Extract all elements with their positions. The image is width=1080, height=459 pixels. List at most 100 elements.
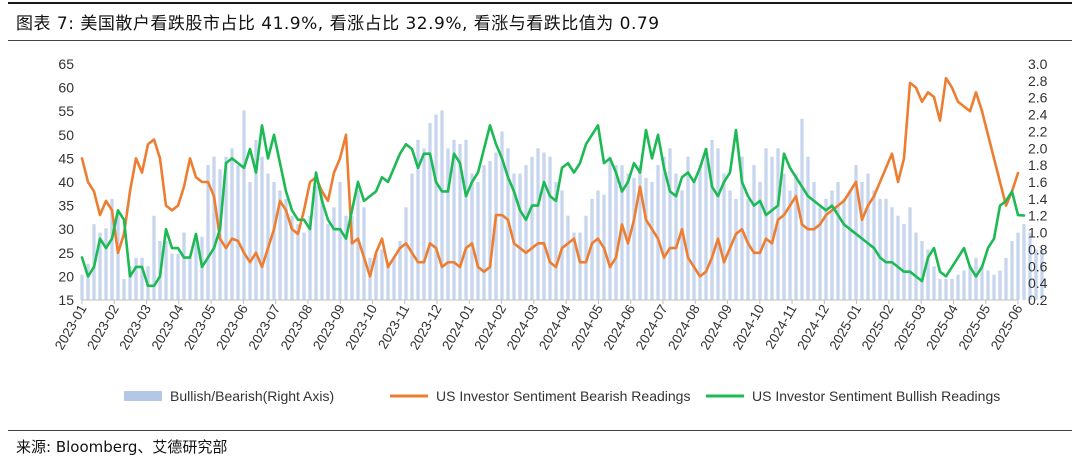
- ratio-bar: [734, 198, 738, 300]
- left-tick-label: 25: [58, 245, 74, 261]
- ratio-bar: [1028, 232, 1032, 300]
- right-tick-label: 0.4: [1028, 275, 1048, 291]
- ratio-bar: [986, 270, 990, 300]
- ratio-bar: [1040, 250, 1044, 300]
- ratio-bar: [386, 262, 390, 300]
- ratio-bar: [320, 190, 324, 300]
- right-tick-label: 1.4: [1028, 191, 1048, 207]
- footer: 来源: Bloomberg、艾德研究部: [0, 420, 1080, 459]
- ratio-bar: [542, 152, 546, 300]
- ratio-bar: [104, 228, 108, 300]
- ratio-bar: [644, 177, 648, 300]
- ratio-bar: [188, 257, 192, 300]
- ratio-bar: [440, 110, 444, 300]
- ratio-bar: [968, 266, 972, 300]
- ratio-bar: [626, 173, 630, 300]
- ratio-bar: [284, 198, 288, 300]
- ratio-bar: [842, 198, 846, 300]
- ratio-bar: [698, 165, 702, 300]
- right-tick-label: 1.8: [1028, 157, 1048, 173]
- sentiment-lines: [80, 76, 1026, 288]
- ratio-bar: [752, 165, 756, 300]
- bearish-line: [80, 76, 1020, 278]
- ratio-bar: [650, 182, 654, 300]
- ratio-bar: [80, 274, 84, 300]
- ratio-bar: [398, 241, 402, 300]
- ratio-bar: [710, 139, 714, 300]
- ratio-bar: [464, 139, 468, 300]
- legend: Bullish/Bearish(Right Axis) US Investor S…: [124, 388, 1000, 404]
- ratio-bar: [572, 232, 576, 300]
- ratio-bar: [878, 198, 882, 300]
- legend-label-bullish: US Investor Sentiment Bullish Readings: [752, 388, 1000, 404]
- ratio-bar: [590, 198, 594, 300]
- ratio-bar: [962, 270, 966, 300]
- ratio-bar: [224, 156, 228, 300]
- ratio-bar: [938, 278, 942, 300]
- legend-swatch-ratio: [124, 391, 162, 401]
- ratio-bar: [632, 177, 636, 300]
- ratio-bar: [368, 257, 372, 300]
- ratio-bar: [932, 266, 936, 300]
- ratio-bar: [254, 139, 258, 300]
- ratio-bar: [686, 156, 690, 300]
- left-tick-label: 30: [58, 221, 74, 237]
- right-tick-label: 2.8: [1028, 73, 1048, 89]
- left-tick-label: 35: [58, 198, 74, 214]
- ratio-bar: [446, 148, 450, 300]
- right-tick-label: 2.2: [1028, 123, 1048, 139]
- ratio-bar: [248, 182, 252, 300]
- ratio-bar: [608, 156, 612, 300]
- left-tick-label: 65: [58, 56, 74, 72]
- left-tick-label: 15: [58, 292, 74, 308]
- left-tick-label: 40: [58, 174, 74, 190]
- ratio-bar: [578, 232, 582, 300]
- ratio-bar: [890, 207, 894, 300]
- left-tick-label: 50: [58, 127, 74, 143]
- ratio-bar: [764, 148, 768, 300]
- ratio-bar: [338, 182, 342, 300]
- ratio-bar: [980, 266, 984, 300]
- ratio-bar: [596, 190, 600, 300]
- ratio-bar: [332, 207, 336, 300]
- ratio-bar: [536, 148, 540, 300]
- ratio-bar: [584, 215, 588, 300]
- ratio-bar: [926, 249, 930, 300]
- ratio-bar: [98, 232, 102, 300]
- ratio-bar: [152, 215, 156, 300]
- ratio-bar: [794, 173, 798, 300]
- left-tick-label: 20: [58, 268, 74, 284]
- ratio-bar: [812, 182, 816, 300]
- ratio-bar: [836, 182, 840, 300]
- ratio-bar: [314, 186, 318, 300]
- ratio-bar: [566, 215, 570, 300]
- ratio-bar: [422, 148, 426, 300]
- ratio-bar: [308, 215, 312, 300]
- ratio-bar: [998, 270, 1002, 300]
- ratio-bar: [992, 274, 996, 300]
- ratio-bar: [1010, 241, 1014, 300]
- ratio-bar: [530, 156, 534, 300]
- ratio-bar: [344, 215, 348, 300]
- ratio-bar: [830, 190, 834, 300]
- ratio-bar: [656, 165, 660, 300]
- ratio-bar: [452, 139, 456, 300]
- title-top-rule: [8, 2, 1072, 4]
- x-tick-label: 2023-10: [342, 302, 380, 352]
- ratio-bar: [884, 198, 888, 300]
- bullish-line: [80, 124, 1026, 288]
- ratio-bar: [554, 182, 558, 300]
- ratio-bar: [914, 232, 918, 300]
- right-tick-label: 2.0: [1028, 140, 1048, 156]
- title-bar: 图表 7: 美国散户看跌股市占比 41.9%, 看涨占比 32.9%, 看涨与看…: [0, 0, 1080, 42]
- ratio-bar: [296, 224, 300, 300]
- x-tick-label: 2024-10: [730, 302, 768, 352]
- ratio-bar: [326, 224, 330, 300]
- source-note: 来源: Bloomberg、艾德研究部: [16, 438, 228, 456]
- ratio-bar: [638, 165, 642, 300]
- sentiment-chart: 15 20 25 30 35 40 45 50 55 60 65 0.20.40.60.81.01.2…: [52, 56, 1048, 404]
- right-tick-label: 1.2: [1028, 208, 1048, 224]
- ratio-bar: [692, 182, 696, 300]
- ratio-bar: [290, 215, 294, 300]
- ratio-bar: [128, 266, 132, 300]
